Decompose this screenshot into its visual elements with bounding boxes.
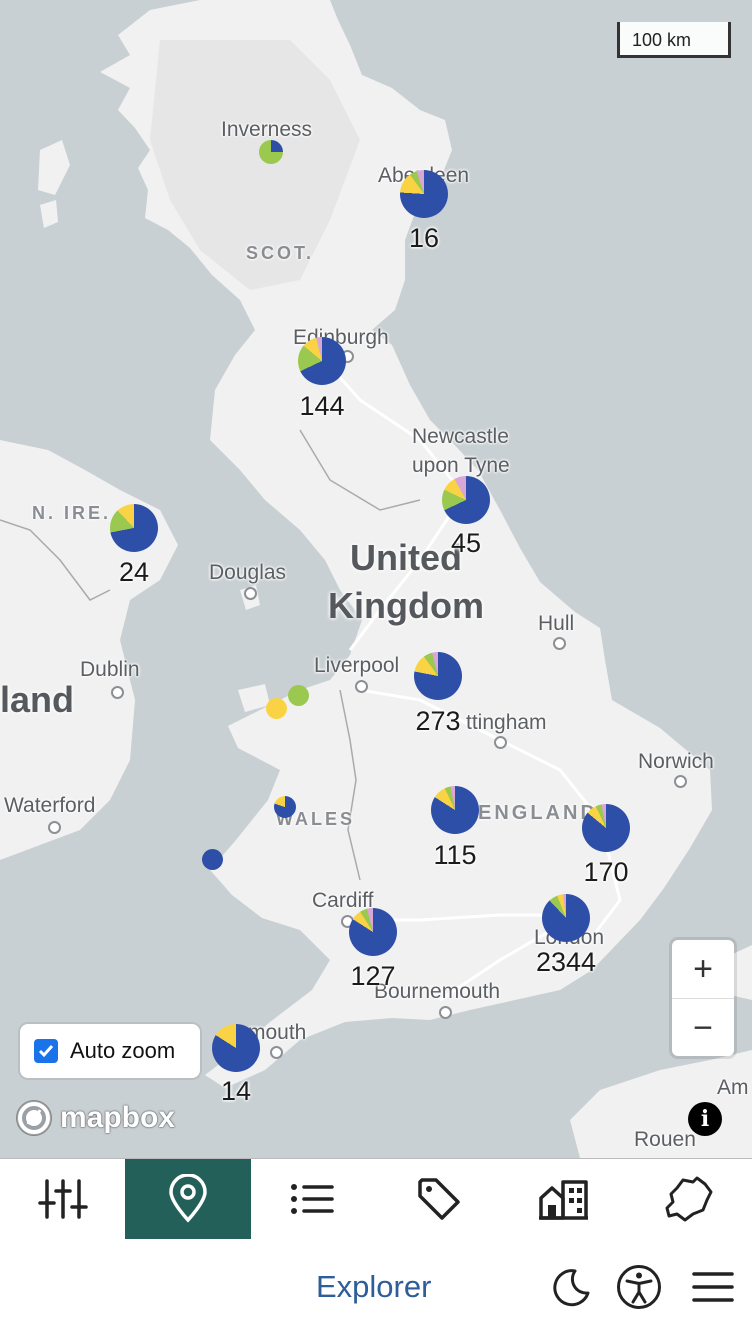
zoom-in-button[interactable]: + bbox=[693, 949, 713, 988]
zoom-control: + − bbox=[672, 940, 734, 1056]
menu-button[interactable] bbox=[690, 1264, 736, 1310]
place-dot-waterford bbox=[48, 821, 61, 834]
place-dot-nottingham bbox=[494, 736, 507, 749]
cluster-count[interactable]: 2344 bbox=[535, 947, 597, 977]
auto-zoom-label: Auto zoom bbox=[70, 1038, 176, 1063]
place-dot-norwich bbox=[674, 775, 687, 788]
country-label-line1: United bbox=[350, 537, 462, 578]
accessibility-button[interactable] bbox=[616, 1264, 662, 1310]
place-label-waterford: Waterford bbox=[4, 794, 96, 817]
place-label-hull: Hull bbox=[538, 612, 575, 635]
record-marker[interactable] bbox=[202, 849, 223, 870]
cluster-pie-liverpool[interactable] bbox=[414, 652, 462, 700]
record-marker[interactable] bbox=[288, 685, 309, 706]
place-dot-douglas bbox=[244, 587, 257, 600]
place-dot-plymouth bbox=[270, 1046, 283, 1059]
cluster-pie-cardiff[interactable] bbox=[349, 908, 397, 956]
accessibility-icon bbox=[617, 1265, 661, 1309]
cluster-pie-london[interactable] bbox=[542, 894, 590, 942]
place-label-cardiff: Cardiff bbox=[312, 889, 374, 912]
hamburger-menu-icon bbox=[692, 1272, 734, 1302]
region-label-england: ENGLAND bbox=[478, 802, 598, 824]
cluster-count[interactable]: 144 bbox=[299, 391, 345, 421]
place-label-newcastle-2: upon Tyne bbox=[412, 454, 510, 477]
moon-icon bbox=[553, 1269, 590, 1307]
cluster-pie-belfast[interactable] bbox=[110, 504, 158, 552]
tag-icon bbox=[417, 1178, 460, 1220]
place-label-nottingham: ttingham bbox=[466, 711, 547, 734]
place-dot-liverpool bbox=[355, 680, 368, 693]
record-marker[interactable] bbox=[259, 140, 283, 164]
map-pin-icon bbox=[169, 1174, 207, 1223]
mapbox-logo[interactable]: mapbox bbox=[14, 1098, 175, 1138]
buildings-tab[interactable] bbox=[501, 1159, 626, 1239]
checkmark-icon bbox=[38, 1045, 54, 1058]
region-outline-icon bbox=[665, 1176, 713, 1222]
place-dot-hull bbox=[553, 637, 566, 650]
dark-mode-button[interactable] bbox=[548, 1264, 594, 1310]
app-title[interactable]: Explorer bbox=[316, 1269, 432, 1304]
region-label-wales: WALES bbox=[276, 809, 356, 829]
place-label-douglas: Douglas bbox=[209, 561, 287, 584]
map-scale: 100 km bbox=[617, 22, 731, 58]
cluster-pie-aberdeen[interactable] bbox=[400, 170, 448, 218]
cluster-pie-plymouth[interactable] bbox=[212, 1024, 260, 1072]
auto-zoom-checkbox[interactable] bbox=[34, 1039, 58, 1063]
place-dot-dublin bbox=[111, 686, 124, 699]
map-tab[interactable] bbox=[125, 1159, 251, 1239]
app-footer: Explorer bbox=[0, 1239, 752, 1336]
place-label-plymouth: mouth bbox=[248, 1021, 307, 1044]
cluster-count[interactable]: 14 bbox=[220, 1076, 252, 1106]
cluster-count[interactable]: 45 bbox=[450, 528, 482, 558]
place-label-amsterdam: Am bbox=[717, 1076, 749, 1099]
place-label-liverpool: Liverpool bbox=[314, 654, 400, 677]
list-icon bbox=[291, 1184, 335, 1214]
cluster-count[interactable]: 115 bbox=[433, 840, 477, 870]
region-label-scotland: SCOT. bbox=[246, 243, 315, 263]
place-label-bournemouth: Bournemouth bbox=[374, 980, 501, 1003]
cluster-count[interactable]: 170 bbox=[583, 857, 629, 887]
info-button[interactable]: i bbox=[688, 1102, 722, 1136]
map-view[interactable]: SCOT. N. IRE. WALES ENGLAND United Kingd… bbox=[0, 0, 752, 1158]
place-label-inverness: Inverness bbox=[221, 118, 313, 141]
mapbox-logo-text: mapbox bbox=[60, 1101, 176, 1134]
list-tab[interactable] bbox=[251, 1159, 376, 1239]
filters-tab[interactable] bbox=[0, 1159, 125, 1239]
record-marker[interactable] bbox=[266, 698, 287, 719]
cluster-pie-edinburgh[interactable] bbox=[298, 337, 346, 385]
place-label-norwich: Norwich bbox=[638, 750, 714, 773]
zoom-out-button[interactable]: − bbox=[672, 998, 734, 1057]
place-label-dublin: Dublin bbox=[80, 658, 140, 681]
place-label-rouen: Rouen bbox=[634, 1128, 696, 1151]
cluster-pie-birmingham[interactable] bbox=[431, 786, 479, 834]
cluster-pie-newcastle[interactable] bbox=[442, 476, 490, 524]
country-label-line2: Kingdom bbox=[328, 585, 484, 626]
record-marker[interactable] bbox=[274, 796, 296, 818]
cluster-pie-cambridge[interactable] bbox=[582, 804, 630, 852]
cluster-count[interactable]: 273 bbox=[415, 706, 461, 736]
mapbox-logo-icon bbox=[16, 1100, 52, 1136]
cluster-count[interactable]: 24 bbox=[118, 557, 150, 587]
cluster-count[interactable]: 16 bbox=[408, 223, 440, 253]
place-label-newcastle-1: Newcastle bbox=[412, 425, 509, 448]
regions-tab[interactable] bbox=[627, 1159, 752, 1239]
place-dot-bournemouth bbox=[439, 1006, 452, 1019]
cluster-count[interactable]: 127 bbox=[350, 961, 396, 991]
bottom-toolbar bbox=[0, 1158, 752, 1240]
country-label-ireland: land bbox=[0, 679, 75, 720]
sliders-icon bbox=[37, 1179, 88, 1219]
auto-zoom-toggle[interactable]: Auto zoom bbox=[20, 1024, 200, 1078]
region-label-northern-ireland: N. IRE. bbox=[32, 503, 112, 523]
buildings-icon bbox=[538, 1180, 588, 1220]
tags-tab[interactable] bbox=[376, 1159, 501, 1239]
